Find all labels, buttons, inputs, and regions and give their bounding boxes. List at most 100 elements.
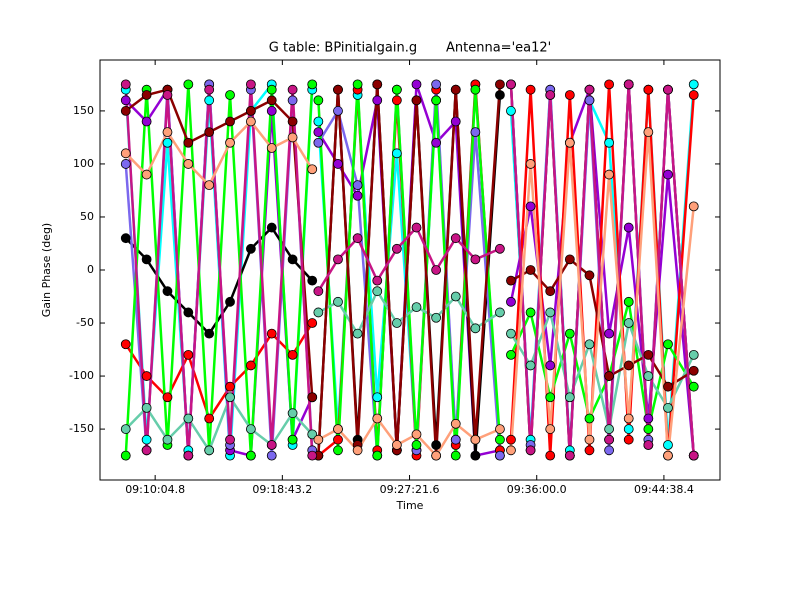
- data-point: [225, 296, 235, 307]
- data-point: [287, 95, 298, 106]
- data-point: [307, 429, 318, 440]
- y-tick-label: -100: [69, 369, 94, 382]
- series-line: [317, 288, 501, 337]
- data-point: [564, 90, 575, 100]
- data-point: [688, 201, 699, 212]
- data-point: [391, 148, 402, 159]
- data-point: [120, 106, 131, 116]
- data-point: [564, 254, 575, 265]
- data-point: [564, 450, 575, 461]
- data-point: [307, 79, 318, 90]
- data-point: [120, 95, 131, 106]
- data-point: [120, 424, 131, 434]
- y-tick-label: 0: [87, 263, 94, 276]
- data-point: [225, 137, 235, 148]
- data-point: [584, 339, 595, 350]
- data-point: [391, 84, 402, 95]
- data-point: [333, 434, 343, 445]
- data-point: [450, 418, 461, 429]
- data-point: [333, 445, 343, 456]
- series-line: [124, 322, 314, 422]
- data-point: [506, 434, 516, 445]
- data-point: [183, 79, 194, 90]
- data-point: [663, 440, 673, 450]
- data-point: [245, 116, 256, 127]
- data-point: [313, 434, 324, 445]
- data-point: [584, 445, 595, 456]
- data-point: [313, 137, 324, 148]
- data-point: [266, 106, 277, 116]
- data-point: [688, 349, 699, 360]
- data-point: [495, 307, 505, 318]
- data-point: [245, 106, 256, 116]
- data-point: [564, 328, 575, 339]
- data-point: [372, 392, 383, 403]
- data-point: [604, 445, 615, 456]
- data-point: [506, 79, 516, 90]
- x-tick-label: 09:44:38.4: [634, 483, 694, 496]
- data-point: [663, 339, 673, 350]
- data-point: [141, 402, 152, 413]
- data-point: [204, 328, 215, 339]
- data-point: [564, 392, 575, 403]
- data-point: [584, 84, 595, 95]
- data-point: [313, 116, 324, 127]
- data-point: [584, 434, 595, 445]
- data-point: [525, 201, 536, 212]
- data-point: [120, 233, 131, 244]
- data-point: [623, 424, 634, 434]
- data-point: [431, 79, 442, 90]
- data-point: [141, 371, 152, 381]
- data-point: [352, 180, 363, 191]
- data-point: [470, 84, 481, 95]
- series-line: [124, 84, 314, 456]
- data-point: [495, 424, 505, 434]
- data-point: [643, 84, 654, 95]
- data-point: [333, 296, 343, 307]
- data-point: [391, 440, 402, 450]
- data-point: [688, 450, 699, 461]
- x-tick-label: 09:18:43.2: [252, 483, 312, 496]
- data-point: [225, 381, 235, 392]
- data-point: [225, 392, 235, 403]
- data-point: [545, 307, 556, 318]
- data-point: [333, 424, 343, 434]
- y-tick-label: 50: [80, 210, 94, 223]
- data-point: [162, 286, 173, 297]
- series-line: [509, 84, 695, 456]
- data-point: [204, 84, 215, 95]
- data-point: [604, 371, 615, 381]
- data-point: [141, 434, 152, 445]
- data-point: [333, 254, 343, 265]
- data-point: [372, 413, 383, 424]
- data-point: [470, 450, 481, 461]
- data-point: [604, 424, 615, 434]
- data-point: [120, 148, 131, 159]
- data-point: [372, 286, 383, 297]
- data-point: [352, 190, 363, 201]
- data-point: [307, 450, 318, 461]
- data-point: [245, 243, 256, 254]
- data-point: [287, 349, 298, 360]
- data-point: [584, 95, 595, 106]
- data-point: [431, 137, 442, 148]
- data-point: [450, 291, 461, 302]
- data-point: [266, 440, 277, 450]
- data-point: [604, 328, 615, 339]
- data-point: [204, 95, 215, 106]
- data-point: [623, 222, 634, 233]
- data-point: [183, 349, 194, 360]
- data-point: [623, 360, 634, 371]
- data-point: [643, 424, 654, 434]
- data-point: [141, 90, 152, 100]
- data-point: [120, 159, 131, 169]
- y-tick-label: -50: [76, 316, 94, 329]
- data-point: [120, 79, 131, 90]
- data-point: [450, 450, 461, 461]
- y-tick-label: 150: [73, 104, 94, 117]
- series-line: [509, 301, 695, 430]
- y-axis-label: Gain Phase (deg): [40, 223, 53, 317]
- data-point: [313, 307, 324, 318]
- data-point: [564, 137, 575, 148]
